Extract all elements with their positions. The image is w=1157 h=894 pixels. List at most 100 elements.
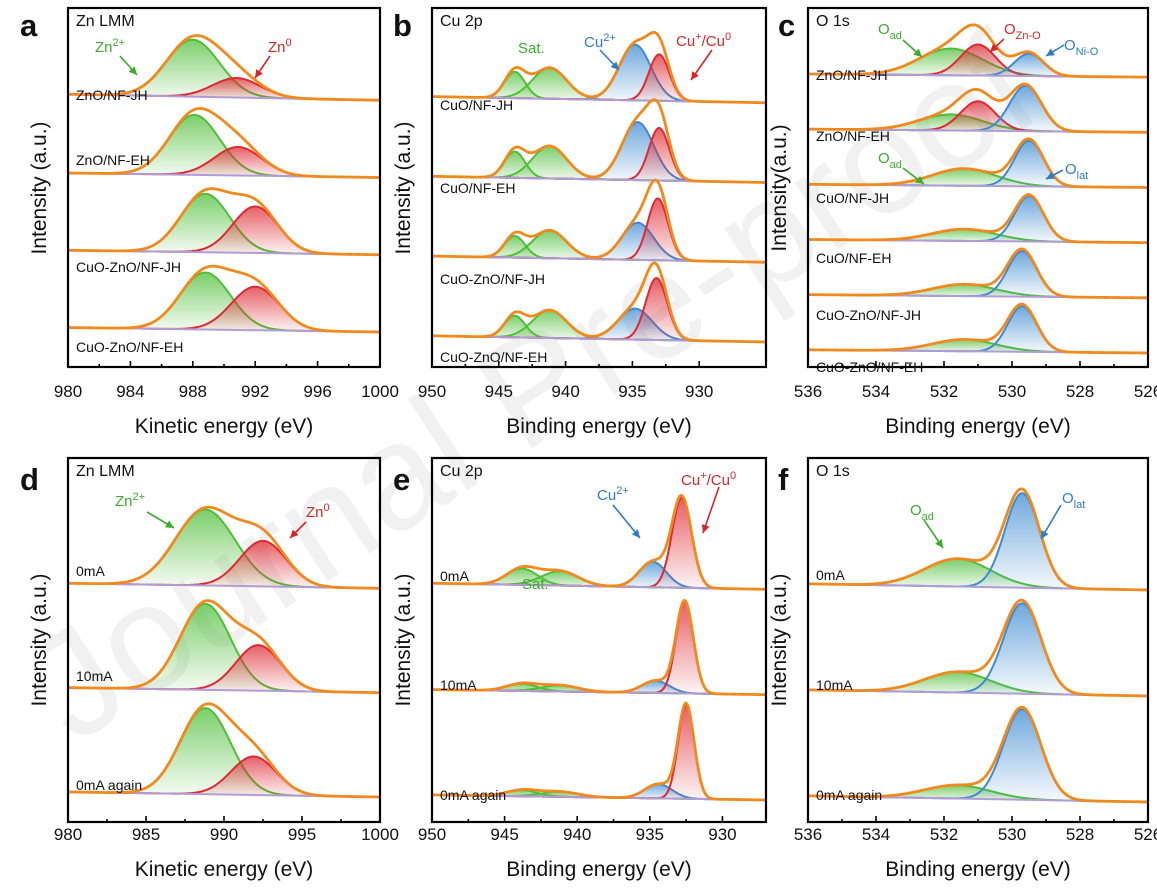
envelope-line [432,30,766,105]
sample-label: CuO/NF-JH [440,97,513,113]
spectrum-zno-nf-jh [68,34,380,102]
x-tick-label: 985 [132,825,160,844]
annotation-sub: lat [1074,499,1086,511]
annotation-sup: 0 [286,37,292,49]
panel-c: ZnO/NF-JH ZnO/NF-EH CuO/NF-JH CuO/NF-EH CuO-… [768,6,1157,438]
x-tick-label: 528 [1066,825,1094,844]
annotation-sub: ad [890,30,902,42]
peak-annotation: Zn0 [306,502,330,521]
annotation-text: O [878,21,890,38]
spectrum-cuo-nf-jh [808,137,1148,189]
envelope-line [432,261,766,344]
x-tick-label: 534 [862,825,890,844]
sample-label: 0mA [816,567,845,583]
panel-letter: f [778,462,789,497]
x-tick-label: 528 [1066,382,1094,401]
peak-annotation: Cu+/Cu0 [676,31,731,50]
envelope-line [432,701,766,802]
sample-label: CuO-ZnO/NF-EH [440,349,547,365]
annotation-arrow [702,486,720,534]
y-axis-label: Intensity (a.u.) [392,121,415,254]
sample-label: 0mA [440,568,469,584]
annotation-sup: 0 [324,502,330,514]
x-tick-label: 530 [998,382,1026,401]
peak-fill-sat- [432,683,766,695]
peak-fill-ozn-o [808,44,1148,78]
panel-a: ZnO/NF-JH ZnO/NF-EH CuO-ZnO/NF-JH CuO-ZnO/N… [20,6,399,438]
x-axis-label: Binding energy (eV) [885,415,1071,438]
annotation-arrowhead [1046,171,1055,179]
annotation-text: Cu [681,472,700,489]
envelope-line [808,23,1148,79]
envelope-line [808,247,1148,300]
panel-d: 0mA 10mA 0mA again 980 985 990 995 1000 Kinetic … [20,456,399,881]
peak-annotation: Cu2+ [597,485,629,504]
x-axis-label: Binding energy (eV) [506,858,692,881]
spectrum-cuo-zno-nf-eh [808,302,1148,355]
sample-label: 10mA [816,677,853,693]
x-axis-label: Binding energy (eV) [506,415,692,438]
plot-area [68,505,380,799]
envelope-line [68,599,380,695]
peak-fill-cu-cu0 [432,498,766,590]
annotation-text: O [1062,490,1074,507]
x-tick-label: 950 [418,825,446,844]
spectrum-10ma [68,599,380,695]
x-tick-label: 930 [685,382,713,401]
spectrum-cuo-zno-nf-jh [432,178,766,264]
sample-label: CuO/NF-EH [816,250,891,266]
peak-fill-zn0 [68,286,380,332]
plot-area [432,493,766,802]
peak-annotation: Olat [1065,161,1088,182]
annotation-sub: ad [890,159,902,171]
envelope-line [808,487,1148,592]
x-tick-label: 945 [485,382,513,401]
annotation-arrowhead [631,529,640,538]
x-tick-label: 526 [1134,825,1157,844]
plot-area [68,34,380,334]
x-tick-label: 1000 [361,825,399,844]
envelope-line [808,598,1148,698]
spectrum-cuo-zno-nf-eh [432,261,766,344]
peak-annotation: Olat [1062,490,1085,511]
annotation-text: O [1065,161,1077,178]
envelope-line [432,493,766,591]
peak-annotation: Zn2+ [115,491,145,510]
peak-fill-oad [808,339,1148,353]
sample-label: CuO-ZnO/NF-JH [440,271,545,287]
x-axis-label: Binding energy (eV) [885,858,1071,881]
annotation-sub: Ni-O [1076,46,1099,58]
x-tick-label: 995 [288,825,316,844]
x-tick-label: 940 [551,382,579,401]
spectrum-zno-nf-eh [808,82,1148,134]
x-tick-label: 532 [930,825,958,844]
sample-label: 0mA [76,563,105,579]
plot-area [432,30,766,344]
envelope-line [68,505,380,590]
annotation-sup: + [700,470,706,482]
y-axis-label: Intensity (a.u.) [768,573,791,706]
spectrum-cuo-zno-nf-jh [808,247,1148,300]
annotation-tail: /Cu [702,33,725,50]
annotation-text: Zn [115,493,133,510]
axes-frame [806,456,1150,824]
envelope-line [432,598,766,697]
x-tick-label: 940 [563,825,591,844]
y-axis-label: Intensity(a.u.) [768,124,791,251]
spectrum-cuo-nf-eh [432,98,766,184]
annotation-text: Sat. [522,576,549,593]
sample-label: CuO-ZnO/NF-JH [816,307,921,323]
x-axis-label: Kinetic energy (eV) [135,858,314,881]
panel-title: Cu 2p [440,463,483,480]
envelope-line [68,34,380,102]
sample-label: 0mA again [440,787,506,803]
peak-fill-zn0 [68,206,380,255]
y-axis-label: Intensity (a.u.) [28,121,51,254]
peak-fill-oad [808,671,1148,696]
sample-label: CuO/NF-EH [440,180,515,196]
annotation-text: Sat. [518,40,545,57]
peak-fill-zn2- [68,509,380,589]
annotation-text: O [910,502,922,519]
envelope-line [432,98,766,184]
peak-fill-zn0 [68,756,380,797]
